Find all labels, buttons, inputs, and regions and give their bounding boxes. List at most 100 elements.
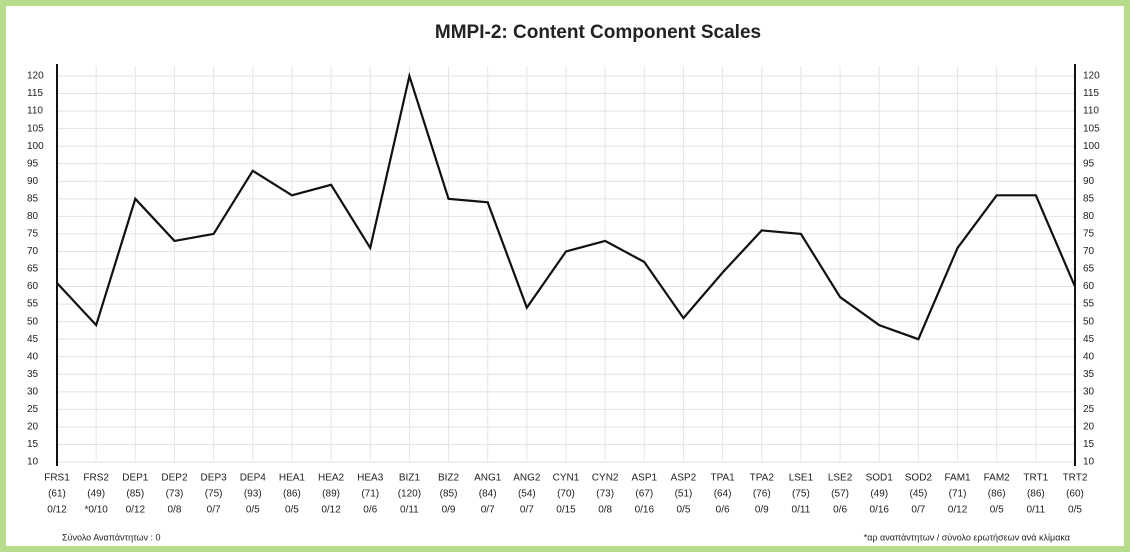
- y-tick-label: 15: [27, 439, 39, 450]
- sublabel: 0/11: [400, 505, 419, 516]
- value-label: (71): [361, 489, 379, 500]
- y2-tick-label: 120: [1083, 71, 1100, 82]
- y-tick-label: 25: [27, 404, 39, 415]
- y-tick-label: 10: [27, 457, 39, 468]
- value-label: (73): [596, 489, 614, 500]
- x-tick-label: ANG2: [513, 473, 541, 484]
- value-label: (45): [909, 489, 927, 500]
- y2-tick-label: 80: [1083, 211, 1095, 222]
- sublabel: 0/7: [911, 505, 925, 516]
- y2-tick-label: 60: [1083, 281, 1095, 292]
- x-tick-label: LSE2: [828, 473, 853, 484]
- y2-tick-label: 110: [1083, 106, 1099, 117]
- y2-tick-label: 90: [1083, 176, 1095, 187]
- value-label: (84): [479, 489, 497, 500]
- sublabel: 0/15: [556, 505, 576, 516]
- value-label: (120): [398, 489, 421, 500]
- x-tick-label: LSE1: [789, 473, 814, 484]
- sublabel: 0/7: [207, 505, 221, 516]
- x-tick-label: ANG1: [474, 473, 502, 484]
- y2-tick-label: 40: [1083, 351, 1095, 362]
- x-tick-label: DEP2: [161, 473, 188, 484]
- y2-tick-label: 115: [1083, 88, 1099, 99]
- y-tick-label: 75: [27, 229, 39, 240]
- x-tick-label: FRS2: [83, 473, 109, 484]
- x-tick-label: CYN1: [553, 473, 580, 484]
- value-label: (54): [518, 489, 536, 500]
- sublabel: 0/12: [47, 505, 67, 516]
- y2-tick-label: 15: [1083, 439, 1095, 450]
- value-label: (51): [675, 489, 693, 500]
- sublabel: *0/10: [84, 505, 108, 516]
- y2-tick-label: 70: [1083, 246, 1095, 257]
- value-label: (70): [557, 489, 575, 500]
- sublabel: 0/8: [598, 505, 612, 516]
- sublabel: 0/5: [1068, 505, 1082, 516]
- sublabel: 0/7: [481, 505, 495, 516]
- x-tick-label: TRT2: [1063, 473, 1088, 484]
- y-tick-label: 115: [27, 88, 43, 99]
- y-tick-label: 50: [27, 316, 39, 327]
- sublabel: 0/12: [948, 505, 968, 516]
- chart-title: MMPI-2: Content Component Scales: [435, 22, 761, 43]
- value-label: (57): [831, 489, 849, 500]
- value-label: (85): [126, 489, 144, 500]
- x-tick-label: CYN2: [592, 473, 619, 484]
- value-label: (61): [48, 489, 66, 500]
- value-label: (89): [322, 489, 340, 500]
- y2-tick-label: 20: [1083, 422, 1095, 433]
- sublabel: 0/16: [869, 505, 889, 516]
- y2-tick-label: 35: [1083, 369, 1095, 380]
- y-tick-label: 105: [27, 123, 44, 134]
- sublabel: 0/6: [716, 505, 730, 516]
- x-tick-label: TPA1: [710, 473, 735, 484]
- y2-tick-label: 65: [1083, 264, 1095, 275]
- sublabel: 0/5: [990, 505, 1004, 516]
- sublabel: 0/5: [285, 505, 299, 516]
- y2-tick-label: 85: [1083, 193, 1095, 204]
- y-tick-label: 80: [27, 211, 39, 222]
- y2-tick-label: 55: [1083, 299, 1095, 310]
- x-tick-label: TPA2: [750, 473, 775, 484]
- value-label: (75): [792, 489, 810, 500]
- y2-tick-label: 105: [1083, 123, 1100, 134]
- value-label: (49): [87, 489, 105, 500]
- y-tick-label: 65: [27, 264, 39, 275]
- y-tick-label: 35: [27, 369, 39, 380]
- x-tick-label: TRT1: [1023, 473, 1048, 484]
- x-tick-label: DEP4: [240, 473, 267, 484]
- y2-tick-label: 30: [1083, 386, 1095, 397]
- x-tick-label: HEA2: [318, 473, 345, 484]
- y-tick-label: 110: [27, 106, 43, 117]
- sublabel: 0/8: [168, 505, 182, 516]
- y2-tick-label: 75: [1083, 229, 1095, 240]
- y2-tick-label: 10: [1083, 457, 1095, 468]
- y-tick-label: 40: [27, 351, 39, 362]
- value-label: (86): [283, 489, 301, 500]
- sublabel: 0/11: [792, 505, 811, 516]
- value-label: (73): [166, 489, 184, 500]
- x-tick-label: DEP3: [201, 473, 228, 484]
- value-label: (86): [1027, 489, 1045, 500]
- sublabel: 0/5: [246, 505, 260, 516]
- value-label: (86): [988, 489, 1006, 500]
- footer-right: *αρ αναπάντητων / σύνολο ερωτήσεων ανά κ…: [864, 532, 1070, 542]
- y-tick-label: 100: [27, 141, 44, 152]
- sublabel: 0/16: [635, 505, 655, 516]
- y-tick-label: 20: [27, 422, 39, 433]
- y-tick-label: 45: [27, 334, 39, 345]
- data-line: [56, 71, 1077, 341]
- x-tick-label: FAM1: [944, 473, 971, 484]
- value-label: (75): [205, 489, 223, 500]
- sublabel: 0/6: [833, 505, 847, 516]
- y-tick-label: 85: [27, 193, 39, 204]
- value-label: (71): [949, 489, 967, 500]
- value-label: (60): [1066, 489, 1084, 500]
- x-tick-label: DEP1: [122, 473, 149, 484]
- x-tick-label: SOD2: [905, 473, 933, 484]
- sublabel: 0/9: [755, 505, 769, 516]
- x-tick-label: FAM2: [984, 473, 1011, 484]
- value-label: (93): [244, 489, 262, 500]
